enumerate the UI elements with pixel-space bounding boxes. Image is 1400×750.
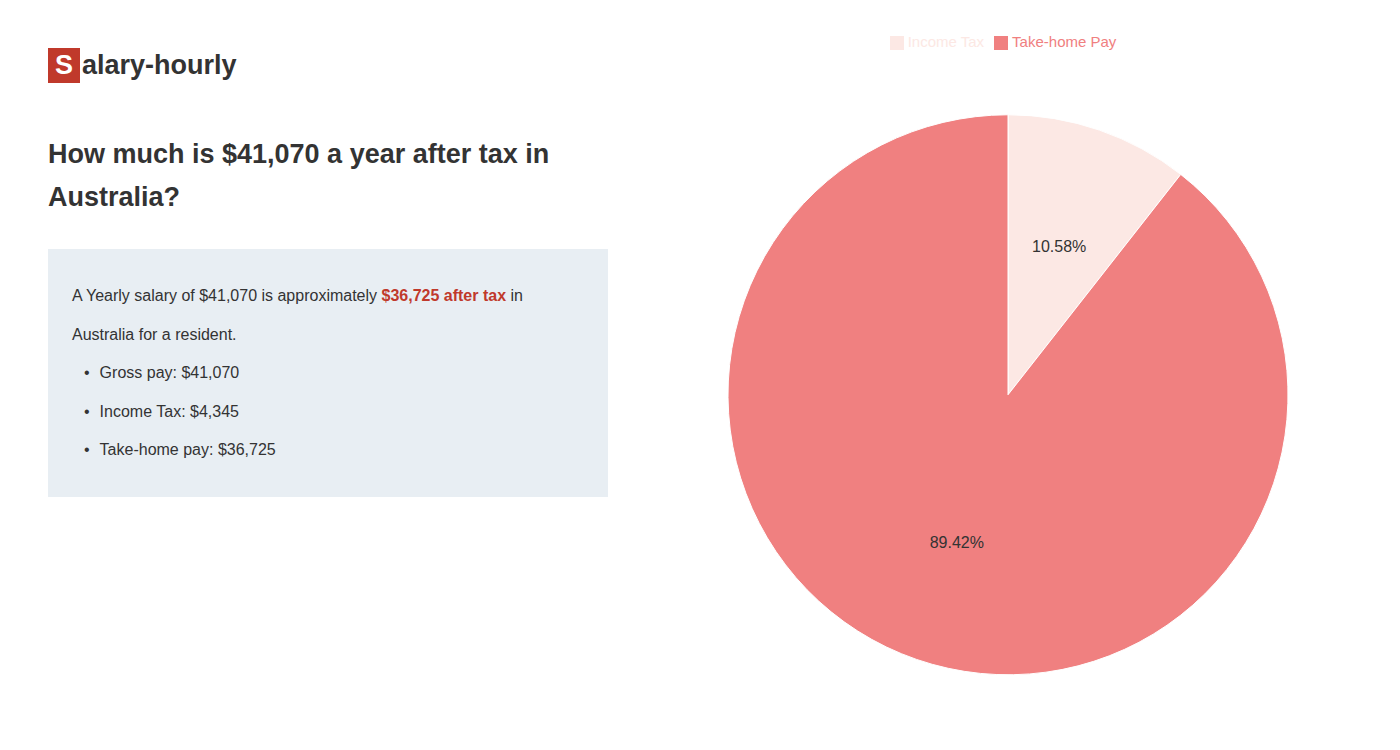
svg-text:89.42%: 89.42% xyxy=(930,534,984,551)
html-text:Income Tax: $4,345: Income Tax: $4,345 xyxy=(99,402,239,420)
html-text:A Yearly salary of $41,070 is: A Yearly salary of $41,070 is approximat… xyxy=(72,287,523,305)
svg-text:10.58%: 10.58% xyxy=(1032,238,1086,255)
html-text:Take-home pay: $36,725: Take-home pay: $36,725 xyxy=(99,440,276,458)
html-text:Take-home Pay: Take-home Pay xyxy=(1012,33,1117,50)
html-text:S alary-hourly: S alary-hourly xyxy=(55,50,237,80)
html-text:How much is $41,070 a year aft: How much is $41,070 a year after tax in … xyxy=(48,139,550,213)
html-text:Gross pay: $41,070: Gross pay: $41,070 xyxy=(99,364,240,382)
html-text:Income Tax: Income Tax xyxy=(907,33,985,50)
html-text:Australia for a resident.: Australia for a resident. xyxy=(72,325,237,343)
